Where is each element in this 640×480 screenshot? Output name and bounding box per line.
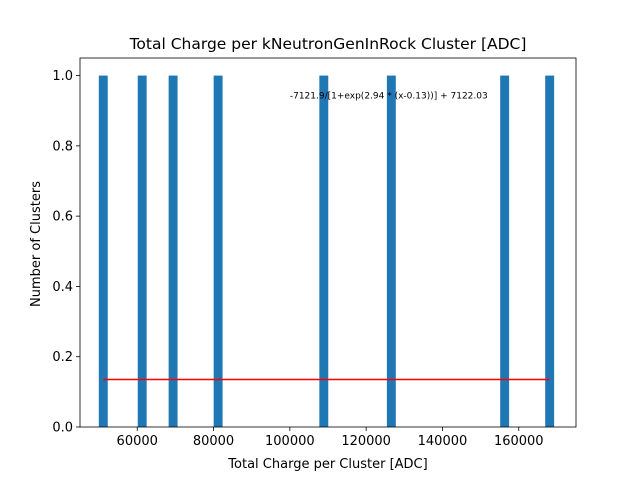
histogram-bar-3: [168, 75, 178, 428]
y-tick-label: 1.0: [52, 69, 73, 84]
x-tick-label: 120000: [341, 434, 391, 449]
histogram-bar-7: [500, 75, 510, 428]
y-tick-label: 0.0: [52, 421, 73, 436]
histogram-bar-2: [137, 75, 147, 428]
axes-frame: [79, 57, 577, 428]
histogram-bar-8: [545, 75, 555, 428]
x-axis-label: Total Charge per Cluster [ADC]: [227, 457, 427, 472]
x-tick-label: 60000: [117, 434, 158, 449]
chart-title: Total Charge per kNeutronGenInRock Clust…: [129, 35, 527, 53]
x-tick-label: 160000: [494, 434, 544, 449]
x-tick-label: 80000: [193, 434, 234, 449]
x-tick-label: 140000: [418, 434, 468, 449]
y-tick-label: 0.8: [52, 139, 73, 154]
fit-annotation: -7121.9/[1+exp(2.94 * (x-0.13))] + 7122.…: [290, 91, 488, 101]
y-tick-label: 0.2: [52, 350, 73, 365]
histogram-bar-4: [213, 75, 223, 428]
y-axis-label: Number of Clusters: [29, 181, 44, 307]
histogram-bar-6: [386, 75, 396, 428]
y-tick-label: 0.6: [52, 210, 73, 225]
histogram-bar-1: [98, 75, 108, 428]
x-tick-label: 100000: [265, 434, 315, 449]
y-tick-label: 0.4: [52, 280, 73, 295]
histogram-bar-5: [319, 75, 329, 428]
plot-area: -7121.9/[1+exp(2.94 * (x-0.13))] + 7122.…: [52, 57, 577, 449]
